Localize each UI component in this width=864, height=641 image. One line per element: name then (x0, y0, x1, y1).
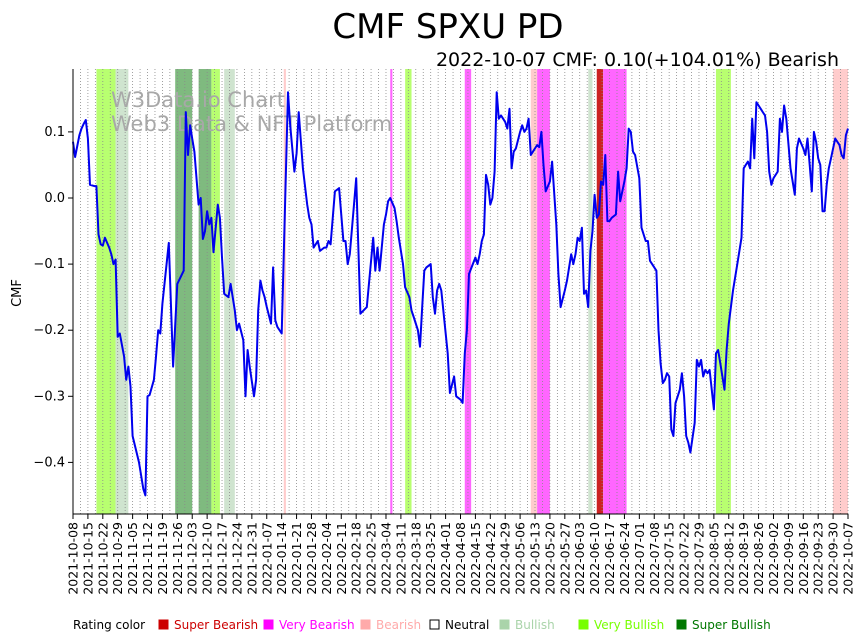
legend-label-bearish: Bearish (376, 618, 421, 632)
legend-label-neutral: Neutral (445, 618, 489, 632)
x-tick-label: 2022-04-29 (498, 522, 513, 595)
x-tick-label: 2021-11-26 (170, 522, 185, 595)
x-tick-label: 2022-06-24 (617, 522, 632, 595)
x-tick-label: 2022-05-13 (528, 522, 543, 595)
x-tick-label: 2022-10-07 (841, 522, 856, 595)
x-tick-label: 2021-10-15 (80, 522, 95, 595)
rating-band-super_bearish (596, 69, 604, 514)
y-ticks: 0.1 0.0 −0.1 −0.2 −0.3 −0.4 (33, 125, 73, 470)
x-tick-label: 2022-06-10 (587, 522, 602, 595)
rating-band-bearish (283, 69, 286, 514)
cmf-series (72, 91, 849, 497)
rating-legend: Rating color Super Bearish Very Bearish Be… (73, 618, 771, 632)
x-tick-label: 2022-06-17 (602, 522, 617, 595)
rating-band-super_bullish (198, 69, 212, 514)
rating-band-super_bullish (175, 69, 193, 514)
x-tick-label: 2022-04-22 (483, 522, 498, 595)
legend-swatch-super_bullish (676, 619, 687, 630)
x-tick-label: 2022-04-01 (438, 522, 453, 595)
y-tick-label: −0.2 (33, 323, 65, 338)
x-tick-label: 2022-08-12 (721, 522, 736, 595)
x-tick-label: 2021-10-08 (66, 522, 81, 595)
legend-swatch-super_bearish (158, 619, 169, 630)
x-tick-label: 2022-09-09 (781, 522, 796, 595)
x-tick-label: 2022-09-23 (811, 522, 826, 595)
x-tick-label: 2021-10-29 (110, 522, 125, 595)
x-tick-label: 2022-01-28 (304, 522, 319, 595)
x-tick-label: 2022-03-04 (379, 522, 394, 595)
x-tick-label: 2022-07-08 (647, 522, 662, 595)
x-tick-label: 2022-03-18 (408, 522, 423, 595)
x-tick-label: 2022-09-30 (826, 522, 841, 595)
x-tick-label: 2021-10-22 (95, 522, 110, 595)
x-tick-label: 2022-09-02 (766, 522, 781, 595)
y-tick-label: 0.1 (44, 125, 65, 140)
x-tick-label: 2021-12-10 (200, 522, 215, 595)
x-tick-label: 2021-11-12 (140, 522, 155, 595)
legend-label-bullish: Bullish (515, 618, 555, 632)
rating-band-very_bullish (211, 69, 220, 514)
x-tick-label: 2022-01-14 (274, 522, 289, 595)
x-tick-label: 2022-02-04 (319, 522, 334, 595)
rating-band-very_bullish (96, 69, 116, 514)
watermark-line-2: Web3 Data & NFT Platform (111, 112, 392, 136)
chart-subtitle: 2022-10-07 CMF: 0.10(+104.01%) Bearish (436, 49, 839, 71)
vertical-grid (72, 69, 849, 514)
y-tick-label: −0.1 (33, 257, 65, 272)
legend-swatch-very_bullish (578, 619, 589, 630)
x-tick-label: 2021-11-05 (125, 522, 140, 595)
chart-title: CMF SPXU PD (332, 7, 563, 47)
x-tick-label: 2022-05-06 (513, 522, 528, 595)
x-tick-label: 2022-08-05 (706, 522, 721, 595)
y-tick-label: −0.4 (33, 455, 65, 470)
x-tick-label: 2022-07-22 (677, 522, 692, 595)
legend-swatch-very_bearish (263, 619, 274, 630)
rating-band-very_bearish (603, 69, 627, 514)
legend-label-very_bearish: Very Bearish (279, 618, 355, 632)
y-axis-label: CMF (10, 279, 25, 307)
x-tick-label: 2022-05-20 (542, 522, 557, 595)
x-tick-label: 2022-07-15 (662, 522, 677, 595)
x-tick-label: 2022-01-07 (259, 522, 274, 595)
x-tick-label: 2022-06-03 (572, 522, 587, 595)
series-line (72, 91, 849, 497)
x-tick-label: 2022-08-19 (736, 522, 751, 595)
x-tick-label: 2022-03-11 (393, 522, 408, 595)
rating-band-very_bearish (537, 69, 550, 514)
x-tick-label: 2022-09-16 (796, 522, 811, 595)
legend-label-very_bullish: Very Bullish (594, 618, 664, 632)
x-tick-label: 2022-02-11 (334, 522, 349, 595)
legend-title: Rating color (73, 618, 145, 632)
x-tick-label: 2022-04-15 (468, 522, 483, 595)
y-tick-label: −0.3 (33, 389, 65, 404)
legend-label-super_bearish: Super Bearish (174, 618, 258, 632)
x-tick-label: 2022-02-18 (349, 522, 364, 595)
x-tick-label: 2022-08-26 (751, 522, 766, 595)
x-tick-label: 2021-12-17 (215, 522, 230, 595)
x-tick-label: 2022-04-08 (453, 522, 468, 595)
watermark-line-1: W3Data.io Chart (111, 88, 285, 112)
legend-swatch-bearish (360, 619, 371, 630)
x-tick-label: 2022-05-27 (557, 522, 572, 595)
rating-band-bearish (530, 69, 538, 514)
x-tick-label: 2022-07-01 (632, 522, 647, 595)
x-tick-label: 2021-12-03 (185, 522, 200, 595)
rating-band-very_bearish (390, 69, 393, 514)
legend-swatch-neutral (429, 619, 440, 630)
y-tick-label: 0.0 (44, 191, 65, 206)
x-tick-label: 2022-03-25 (423, 522, 438, 595)
legend-label-super_bullish: Super Bullish (692, 618, 771, 632)
x-tick-label: 2021-11-19 (155, 522, 170, 595)
x-tick-label: 2022-02-25 (364, 522, 379, 595)
legend-swatch-bullish (499, 619, 510, 630)
x-tick-label: 2021-12-31 (244, 522, 259, 595)
x-tick-label: 2022-07-29 (692, 522, 707, 595)
rating-band-very_bullish (715, 69, 731, 514)
x-tick-label: 2021-12-24 (229, 522, 244, 595)
rating-band-bullish (588, 69, 593, 514)
x-ticks: 2021-10-08 2021-10-15 2021-10-22 2021-10-29… (66, 514, 856, 595)
x-tick-label: 2022-01-21 (289, 522, 304, 595)
